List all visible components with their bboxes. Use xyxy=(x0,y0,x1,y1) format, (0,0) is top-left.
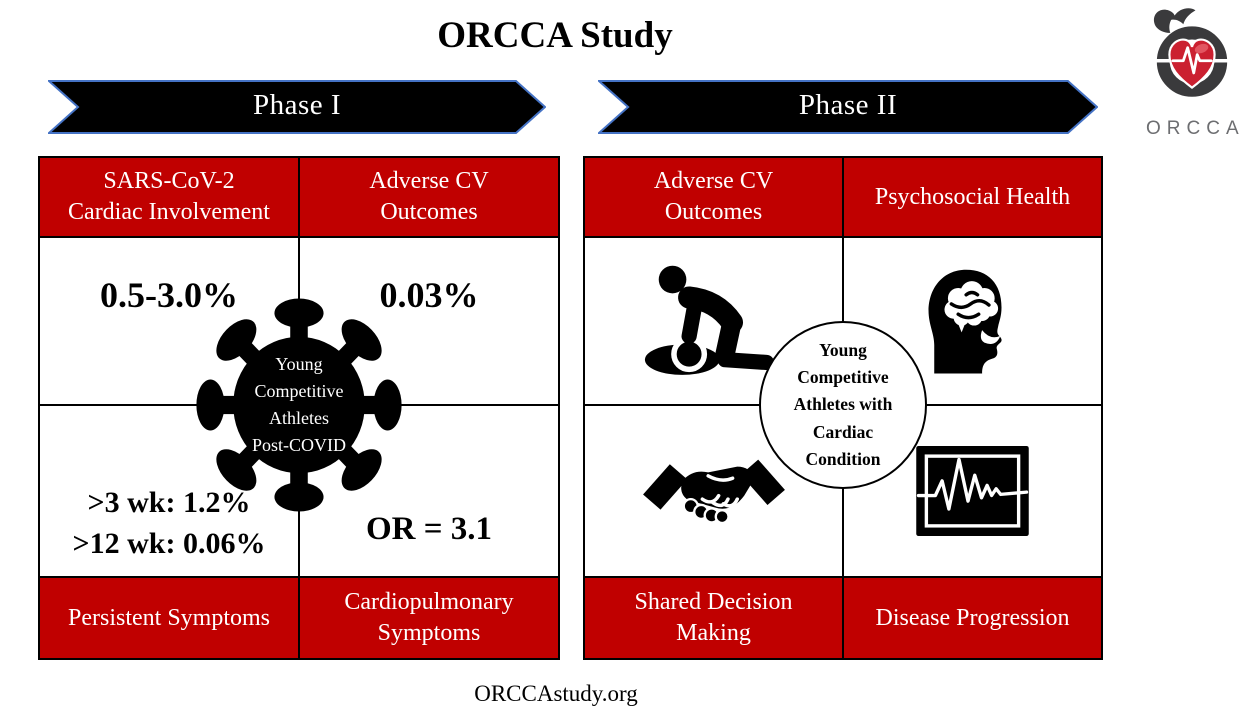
phase1-panel: SARS-CoV-2 Cardiac Involvement Adverse C… xyxy=(38,156,560,660)
cell-psychosocial-health xyxy=(844,238,1101,404)
stat-cardiopulmonary-odds-ratio: OR = 3.1 xyxy=(365,511,493,547)
page-title: ORCCA Study xyxy=(437,15,673,56)
footer-persistent-symptoms: Persistent Symptoms xyxy=(40,578,298,658)
footer-cardiopulmonary-symptoms: Cardiopulmonary Symptoms xyxy=(300,578,558,658)
header-adverse-cv-outcomes-p2: Adverse CV Outcomes xyxy=(585,158,842,236)
logo-wordmark: ORCCA xyxy=(1146,118,1245,139)
arrow-banner-icon xyxy=(48,80,546,134)
orcca-logo: ORCCA xyxy=(1140,6,1244,140)
cpr-icon xyxy=(644,265,774,375)
phase2-population-circle: Young Competitive Athletes with Cardiac … xyxy=(759,321,927,489)
phase2-banner: Phase II xyxy=(598,80,1098,134)
phase2-panel: Adverse CV Outcomes Psychosocial Health xyxy=(583,156,1103,660)
ecg-monitor-icon xyxy=(916,446,1029,536)
cell-cardiopulmonary-symptoms: OR = 3.1 xyxy=(300,406,558,576)
stat-cardiac-involvement: 0.5-3.0% xyxy=(100,275,238,315)
handshake-icon xyxy=(642,459,785,525)
footer-disease-progression: Disease Progression xyxy=(844,578,1101,658)
phase2-label: Phase II xyxy=(798,89,898,122)
phase1-banner: Phase I xyxy=(48,80,546,134)
header-sars-cov2-cardiac-involvement: SARS-CoV-2 Cardiac Involvement xyxy=(40,158,298,236)
orca-heart-logo-icon xyxy=(1153,8,1228,97)
website-url: ORCCAstudy.org xyxy=(474,681,638,706)
stat-adverse-cv-outcomes: 0.03% xyxy=(379,275,479,315)
phase1-label: Phase I xyxy=(252,89,342,122)
mental-health-brain-icon xyxy=(928,269,1002,374)
footer-shared-decision-making: Shared Decision Making xyxy=(585,578,842,658)
header-adverse-cv-outcomes: Adverse CV Outcomes xyxy=(300,158,558,236)
stat-persistent-symptoms: >3 wk: 1.2% >12 wk: 0.06% xyxy=(72,486,266,560)
header-psychosocial-health: Psychosocial Health xyxy=(844,158,1101,236)
coronavirus-shape xyxy=(196,298,402,512)
cell-shared-decision-making xyxy=(585,406,842,576)
phase1-population-label: Young Competitive Athletes Post-COVID xyxy=(251,354,346,455)
cell-disease-progression xyxy=(844,406,1101,576)
arrow-banner-icon xyxy=(598,80,1098,134)
coronavirus-icon: Young Competitive Athletes Post-COVID xyxy=(192,294,406,516)
